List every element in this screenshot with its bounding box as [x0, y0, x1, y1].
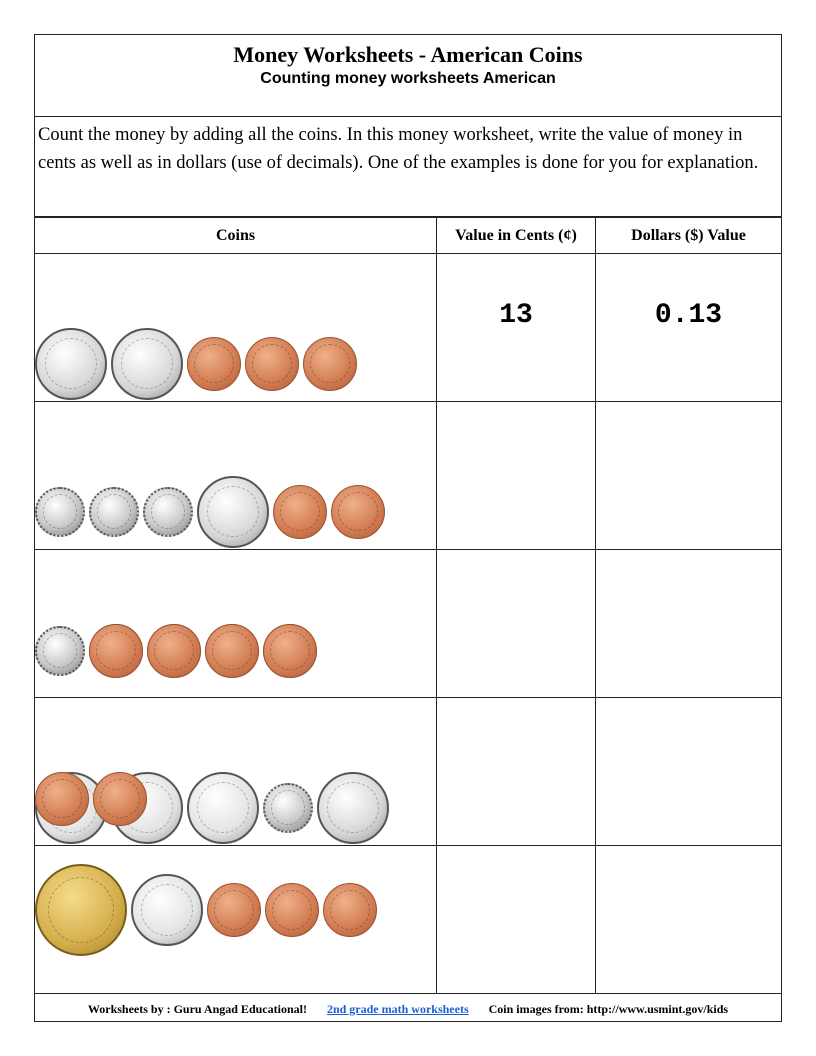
coins-cell [35, 697, 437, 846]
column-cents: Value in Cents (¢) [436, 217, 596, 254]
footer-link[interactable]: 2nd grade math worksheets [326, 1001, 469, 1016]
penny-coin-icon [273, 484, 327, 539]
coins-cell [35, 253, 437, 402]
dollars-answer[interactable] [595, 845, 781, 994]
penny-coin-icon [35, 771, 89, 826]
title-block: Money Worksheets - American Coins Counti… [35, 35, 781, 117]
coin-line [35, 475, 385, 548]
coins-cell [35, 401, 437, 550]
page-subtitle: Counting money worksheets American [260, 70, 556, 87]
cents-answer[interactable] [436, 845, 596, 994]
penny-coin-icon [265, 883, 319, 937]
dollar-coin-icon [35, 864, 127, 956]
coin-line [35, 623, 317, 678]
dollars-answer[interactable] [595, 549, 781, 698]
nickel-coin-icon [35, 327, 107, 400]
table-row: 13 0.13 [35, 253, 781, 402]
dime-coin-icon [263, 782, 313, 833]
coin-table: Coins Value in Cents (¢) Dollars ($) Val… [35, 217, 781, 994]
page-title: Money Worksheets - American Coins [233, 42, 583, 67]
table-row [35, 549, 781, 698]
penny-coin-icon [207, 883, 261, 937]
footer-source: Coin images from: http://www.usmint.gov/… [488, 1001, 729, 1016]
penny-coin-icon [331, 484, 385, 539]
footer-credit: Worksheets by : Guru Angad Educational! [87, 1001, 307, 1016]
quarter-coin-icon [131, 874, 203, 946]
penny-coin-icon [303, 336, 357, 391]
dollars-answer[interactable] [595, 697, 781, 846]
dime-coin-icon [35, 486, 85, 537]
worksheet: Money Worksheets - American Coins Counti… [34, 34, 782, 1022]
penny-coin-icon [89, 623, 143, 678]
table-row [35, 845, 781, 994]
footer: Worksheets by : Guru Angad Educational! … [35, 994, 781, 1024]
dime-coin-icon [143, 486, 193, 537]
cents-answer[interactable] [436, 697, 596, 846]
coin-line [35, 771, 147, 826]
coin-line [35, 864, 377, 956]
penny-coin-icon [147, 623, 201, 678]
quarter-coin-icon [187, 771, 259, 844]
cents-answer[interactable]: 13 [436, 253, 596, 402]
column-dollars: Dollars ($) Value [595, 217, 781, 254]
cents-answer[interactable] [436, 401, 596, 550]
cents-answer[interactable] [436, 549, 596, 698]
instructions: Count the money by adding all the coins.… [35, 117, 781, 217]
dime-coin-icon [35, 625, 85, 676]
penny-coin-icon [205, 623, 259, 678]
nickel-coin-icon [111, 327, 183, 400]
dime-coin-icon [89, 486, 139, 537]
penny-coin-icon [187, 336, 241, 391]
coins-cell [35, 845, 437, 994]
penny-coin-icon [245, 336, 299, 391]
penny-coin-icon [323, 883, 377, 937]
table-row [35, 401, 781, 550]
penny-coin-icon [93, 771, 147, 826]
coins-cell [35, 549, 437, 698]
penny-coin-icon [263, 623, 317, 678]
column-coins: Coins [35, 217, 437, 254]
table-row [35, 697, 781, 846]
table-header: Coins Value in Cents (¢) Dollars ($) Val… [35, 217, 781, 254]
nickel-coin-icon [317, 771, 389, 844]
coin-line [35, 327, 357, 400]
dollars-answer[interactable] [595, 401, 781, 550]
dollars-answer[interactable]: 0.13 [595, 253, 781, 402]
nickel-coin-icon [197, 475, 269, 548]
